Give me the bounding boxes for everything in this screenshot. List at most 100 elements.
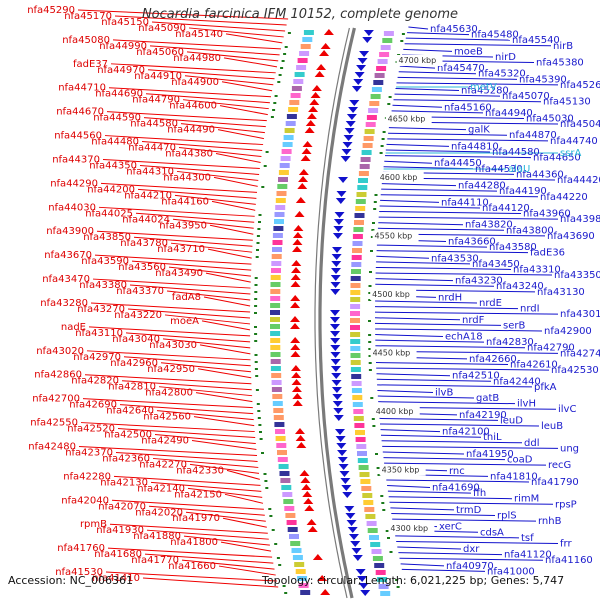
gene-label-left: nfa42810	[108, 382, 156, 393]
cog-color-block	[353, 416, 364, 421]
forward-gene-arrow	[298, 176, 309, 182]
gene-connector-left	[186, 51, 279, 62]
orf-tick	[382, 509, 386, 511]
gene-connector-right	[398, 71, 477, 75]
cog-color-block	[351, 262, 362, 267]
orf-tick	[261, 452, 264, 454]
map-title: Nocardia farcinica IFM 10152, complete g…	[142, 7, 458, 22]
reverse-gene-arrow	[333, 415, 344, 421]
reverse-gene-arrow	[344, 506, 355, 512]
gene-connector-left	[219, 105, 268, 116]
cog-color-block	[365, 514, 376, 519]
reverse-gene-arrow	[355, 569, 366, 575]
gene-connector-left	[223, 57, 278, 68]
gene-label-right: nfa43580	[489, 242, 537, 253]
cog-color-block	[351, 388, 362, 393]
gene-label-left: nfa43560	[118, 262, 166, 273]
gene-label-left: nfa44310	[126, 166, 174, 177]
orf-tick	[263, 165, 267, 167]
gene-label-left: nfa44160	[161, 196, 209, 207]
kbp-label-background	[385, 113, 432, 125]
cog-color-block	[360, 479, 371, 484]
gene-connector-left	[111, 499, 264, 510]
cog-color-block	[371, 87, 382, 92]
forward-gene-arrow	[300, 477, 311, 483]
gene-connector-left	[176, 170, 259, 181]
gene-connector-right	[405, 37, 511, 41]
cog-color-block	[355, 206, 366, 211]
gene-label-left: nfa43110	[75, 328, 123, 339]
reverse-gene-arrow	[346, 114, 357, 120]
reverse-gene-arrow	[331, 254, 342, 260]
gene-connector-left	[226, 469, 260, 480]
cog-color-block	[359, 472, 370, 477]
gene-connector-left	[162, 338, 251, 349]
orf-tick	[281, 60, 285, 62]
gene-label-right: nfa44580	[492, 147, 540, 158]
gene-connector-left	[172, 218, 254, 229]
gene-label-left: nfa42130	[100, 477, 148, 488]
forward-gene-arrow	[290, 302, 301, 308]
gene-label-left: nfa42140	[137, 483, 185, 494]
cog-color-block	[297, 576, 308, 581]
orf-tick	[368, 362, 372, 364]
gene-connector-right	[396, 82, 559, 86]
gene-label-left: nfa42270	[139, 459, 187, 470]
feature-tracks	[254, 29, 405, 596]
gene-label-left: nfa44560	[54, 131, 102, 142]
orf-tick	[370, 250, 373, 252]
gene-label-left: nfa43220	[114, 310, 162, 321]
gene-connector-left	[86, 350, 251, 361]
forward-gene-arrow	[319, 50, 330, 56]
gene-label-right: rnc	[449, 466, 465, 477]
cog-color-block	[279, 471, 290, 476]
gene-label-left: nfa44670	[56, 107, 104, 118]
genome-backbone	[314, 27, 356, 599]
gene-connector-left	[184, 75, 274, 86]
gene-connector-right	[385, 149, 491, 153]
gene-label-right: nrdH	[438, 292, 462, 303]
gene-connector-left	[151, 21, 286, 32]
gene-label-left: nfa44990	[99, 41, 147, 52]
gene-connector-left	[88, 326, 251, 337]
reverse-gene-arrow	[341, 485, 352, 491]
forward-gene-arrow	[312, 554, 323, 560]
orf-tick	[375, 453, 378, 455]
gene-connector-left	[142, 577, 279, 588]
cog-color-block	[272, 394, 283, 399]
reverse-gene-arrow	[357, 576, 368, 582]
gene-connector-left	[195, 392, 253, 403]
cog-color-block	[275, 436, 286, 441]
cog-color-block	[364, 507, 375, 512]
gene-label-left: nfa44710	[58, 83, 106, 94]
orf-tick	[369, 271, 372, 273]
reverse-gene-arrow	[351, 548, 362, 554]
cog-color-block	[360, 157, 371, 162]
forward-gene-arrow	[294, 428, 305, 434]
orf-tick	[254, 340, 258, 342]
cog-color-block	[303, 30, 314, 35]
forward-strand-connectors	[77, 9, 289, 588]
gene-connector-left	[96, 230, 253, 241]
cog-color-block	[380, 45, 391, 50]
kbp-label: 4300 kbp	[390, 524, 428, 533]
orf-tick	[258, 214, 262, 216]
cog-color-block	[278, 177, 288, 182]
gene-label-left: nfa41770	[131, 555, 179, 566]
gene-label-left: rpmB	[80, 519, 107, 530]
forward-gene-arrow	[295, 435, 306, 441]
gene-connector-right	[399, 557, 544, 561]
kbp-label-background	[379, 464, 426, 476]
backbone-inner-arc	[314, 27, 350, 599]
gene-connector-left	[201, 320, 251, 331]
gene-connector-right	[408, 26, 429, 30]
gene-label-left: nfa42550	[30, 418, 78, 429]
gene-label-left: nfa42330	[176, 465, 224, 476]
orf-tick	[287, 32, 291, 34]
gene-label-left: nfa44910	[134, 71, 182, 82]
orf-tick	[278, 564, 282, 566]
gene-label-right: leuB	[541, 421, 563, 432]
cog-color-block	[270, 338, 281, 343]
gene-label-left: nfa43780	[120, 238, 168, 249]
